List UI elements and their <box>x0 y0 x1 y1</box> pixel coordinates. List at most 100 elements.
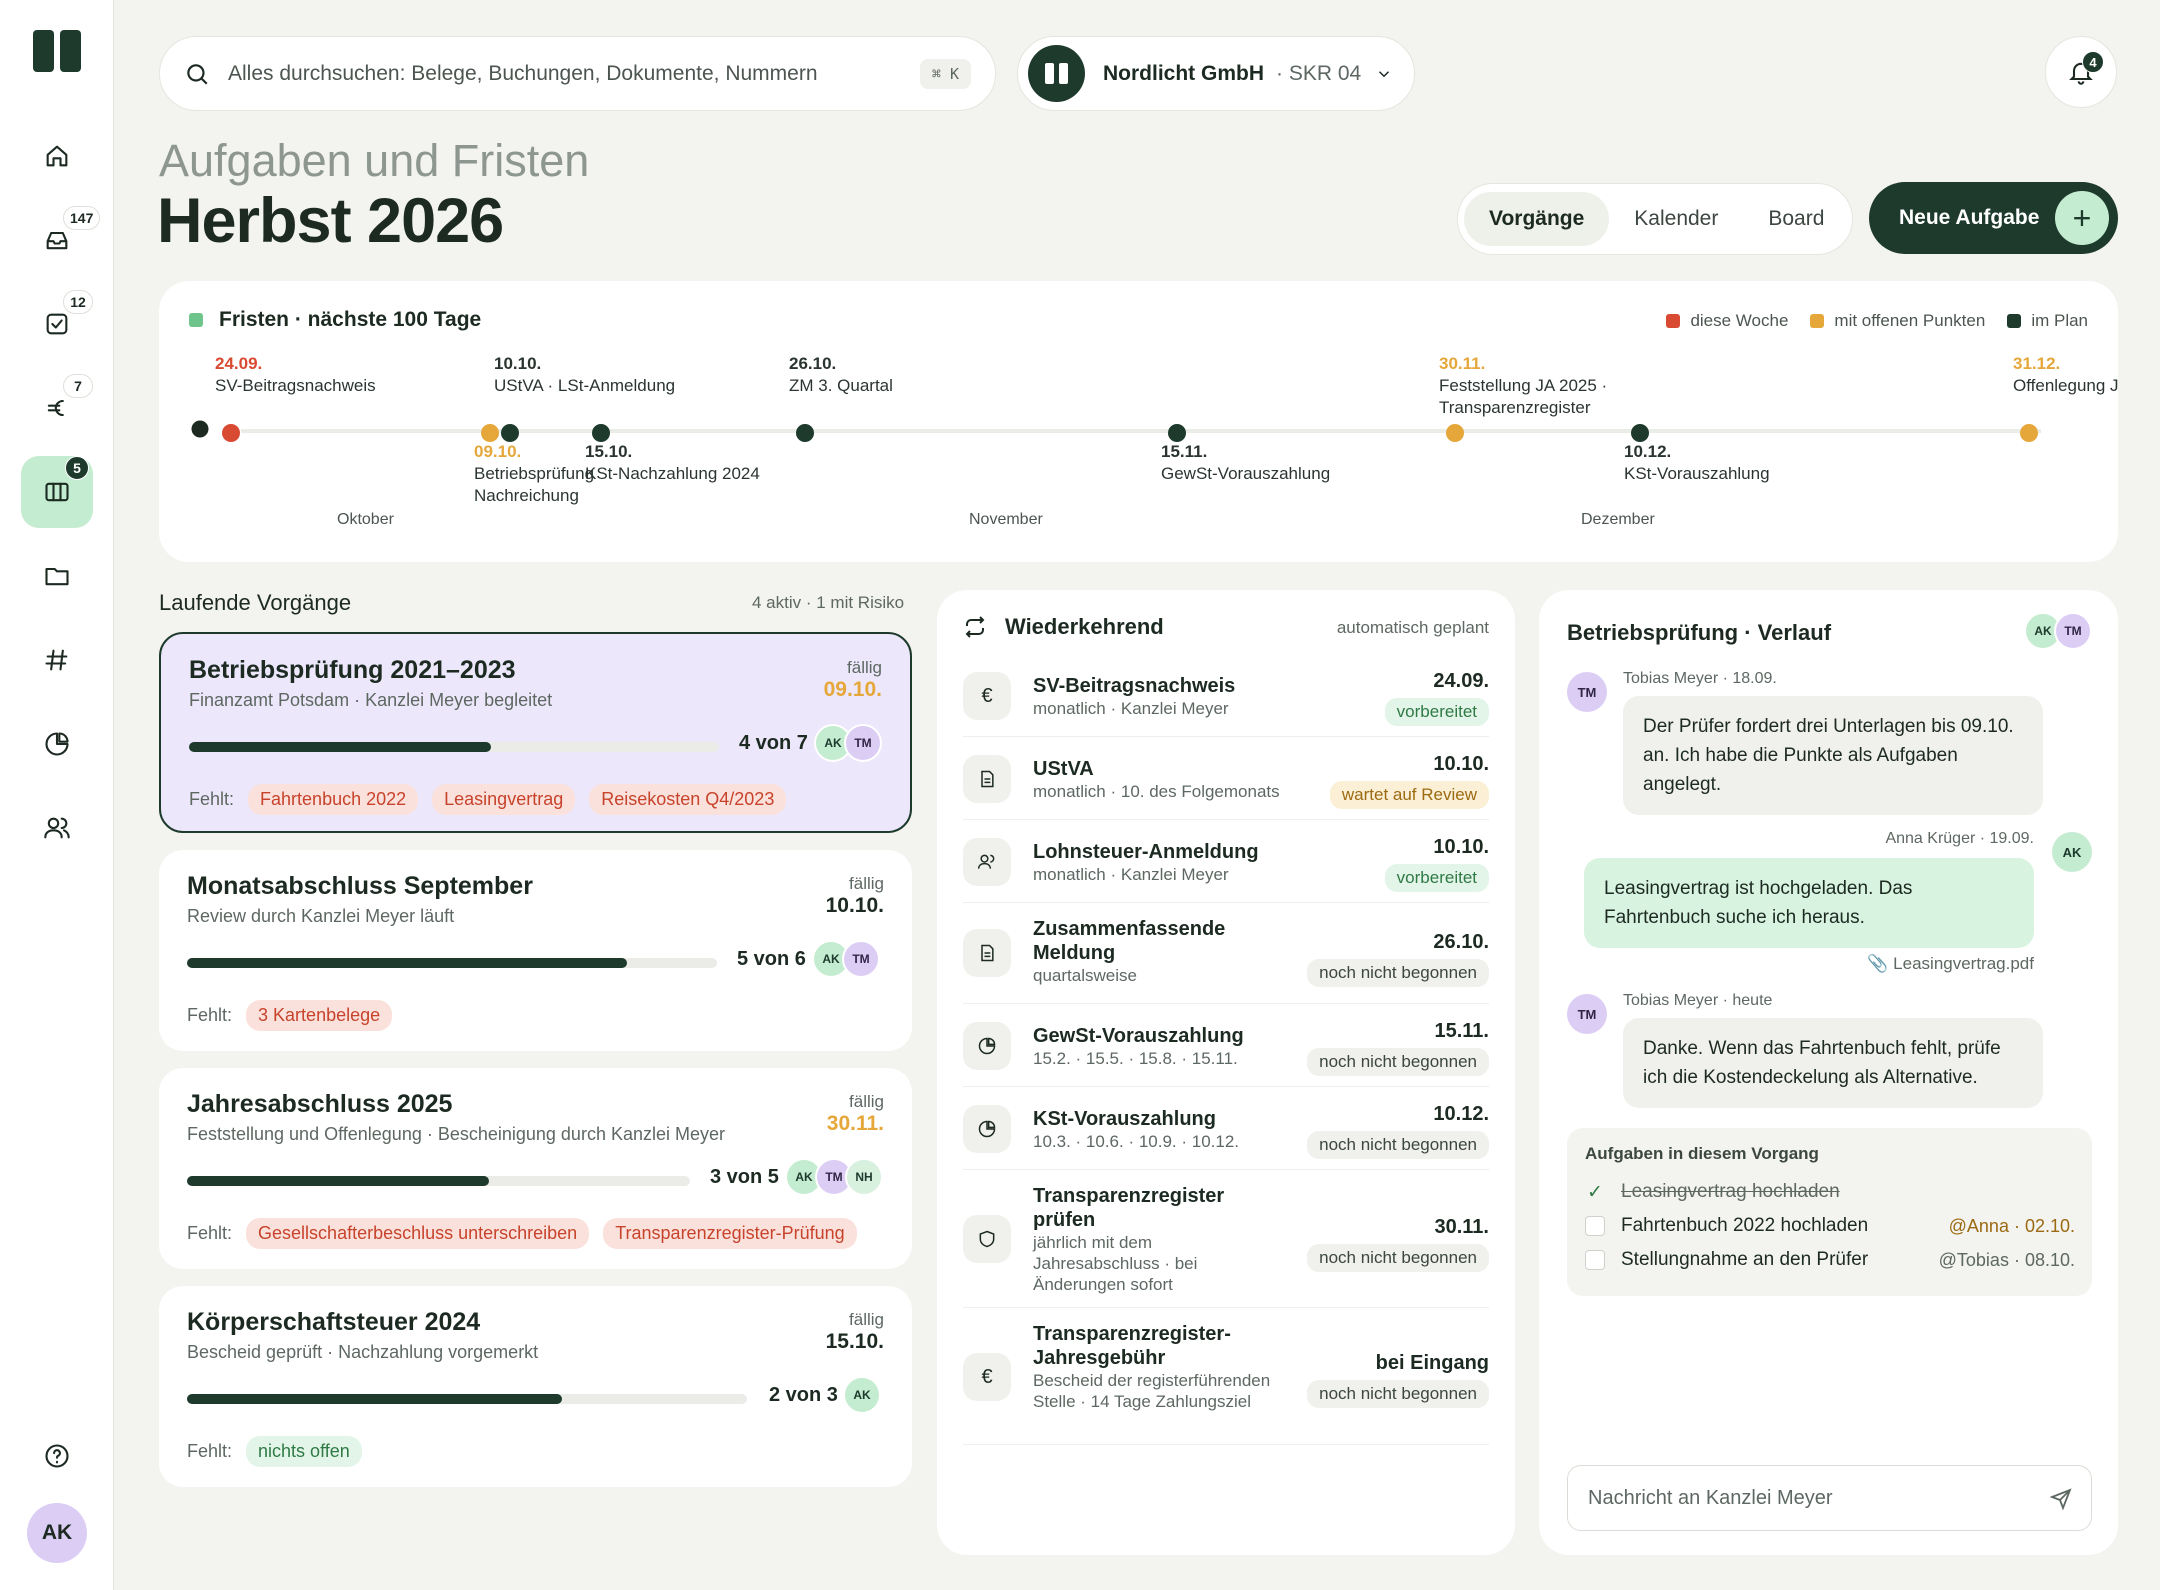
timeline-event-dot[interactable] <box>481 424 499 442</box>
timeline-event-dot[interactable] <box>2020 424 2038 442</box>
timeline-event-dot[interactable] <box>592 424 610 442</box>
message-placeholder: Nachricht an Kanzlei Meyer <box>1588 1486 1833 1509</box>
attachment-link[interactable]: 📎 Leasingvertrag.pdf <box>1867 954 2034 973</box>
event-name: KSt-Vorauszahlung <box>1624 464 1770 483</box>
timeline-event-dot[interactable] <box>1631 424 1649 442</box>
status-badge: wartet auf Review <box>1329 781 1489 809</box>
timeline-event-label[interactable]: 31.12. Offenlegung JA 2025 <box>2013 353 2118 397</box>
user-avatar[interactable]: AK <box>27 1503 87 1563</box>
home-nav-button[interactable] <box>21 120 93 192</box>
recurring-row[interactable]: € Transparenzregister-Jahresgebühr Besch… <box>963 1308 1489 1445</box>
recurring-subtitle: monatlich · Kanzlei Meyer <box>1033 699 1229 718</box>
timeline-event-dot[interactable] <box>796 424 814 442</box>
task-checkbox[interactable] <box>1585 1250 1605 1270</box>
recurring-row[interactable]: GewSt-Vorauszahlung 15.2. · 15.5. · 15.8… <box>963 1004 1489 1087</box>
search-bar[interactable]: Alles durchsuchen: Belege, Buchungen, Do… <box>159 36 996 111</box>
timeline-event-label[interactable]: 10.12. KSt-Vorauszahlung <box>1624 441 1770 485</box>
task-item[interactable]: Stellungnahme an den Prüfer @Tobias · 08… <box>1585 1246 2075 1274</box>
recurring-meta: automatisch geplant <box>1336 618 1489 637</box>
send-icon[interactable] <box>2049 1487 2073 1511</box>
missing-chip[interactable]: Gesellschafterbeschluss unterschreiben <box>246 1218 590 1249</box>
event-date: 10.12. <box>1624 442 1672 461</box>
avatar: NH <box>845 1158 883 1196</box>
status-badge: noch nicht begonnen <box>1307 1380 1489 1408</box>
search-input[interactable]: Alles durchsuchen: Belege, Buchungen, Do… <box>228 61 818 85</box>
task-checkbox[interactable] <box>1585 1216 1605 1236</box>
documents-nav-button[interactable] <box>21 540 93 612</box>
tasks-nav-button[interactable]: 12 <box>21 288 93 360</box>
event-name: KSt-Nachzahlung 2024 <box>585 464 760 483</box>
timeline-event-dot[interactable] <box>222 424 240 442</box>
pie-icon <box>963 1105 1011 1153</box>
process-title: Betriebsprüfung 2021–2023 <box>189 656 516 684</box>
view-tab-board[interactable]: Board <box>1768 207 1825 230</box>
missing-chip[interactable]: Leasingvertrag <box>432 784 576 815</box>
recurring-row[interactable]: Zusammenfassende Meldung quartalsweise 2… <box>963 903 1489 1004</box>
timeline-event-dot[interactable] <box>501 424 519 442</box>
timeline-event-label[interactable]: 24.09. SV-Beitragsnachweis <box>215 353 376 397</box>
notifications-button[interactable]: 4 <box>2045 36 2117 108</box>
finance-nav-button[interactable]: 7 <box>21 372 93 444</box>
recurring-row[interactable]: € SV-Beitragsnachweis monatlich · Kanzle… <box>963 654 1489 737</box>
help-nav-button[interactable] <box>21 1420 93 1492</box>
recurring-row[interactable]: KSt-Vorauszahlung 10.3. · 10.6. · 10.9. … <box>963 1087 1489 1170</box>
missing-chip[interactable]: 3 Kartenbelege <box>246 1000 393 1031</box>
process-card[interactable]: Jahresabschluss 2025 Feststellung und Of… <box>159 1068 912 1269</box>
board-nav-button[interactable]: 5 <box>21 456 93 528</box>
accounts-nav-button[interactable] <box>21 624 93 696</box>
missing-chip[interactable]: Reisekosten Q4/2023 <box>589 784 787 815</box>
attachment-name: Leasingvertrag.pdf <box>1893 954 2034 973</box>
event-name: GewSt-Vorauszahlung <box>1161 464 1331 483</box>
history-panel: Betriebsprüfung · Verlauf AK TM TM Tobias… <box>1539 590 2118 1555</box>
missing-chip[interactable]: Transparenzregister-Prüfung <box>603 1218 857 1249</box>
company-switcher[interactable]: Nordlicht GmbH · SKR 04 <box>1017 36 1415 111</box>
view-tab-processes[interactable]: Vorgänge <box>1464 192 1610 246</box>
recurring-row[interactable]: Transparenzregister prüfen jährlich mit … <box>963 1170 1489 1308</box>
sidebar: 147 12 7 5 AK <box>0 0 114 1590</box>
timeline-event-label[interactable]: 15.10. KSt-Nachzahlung 2024 <box>585 441 760 485</box>
timeline-event-dot[interactable] <box>1446 424 1464 442</box>
event-date: 09.10. <box>474 442 522 461</box>
process-card[interactable]: Körperschaftsteuer 2024 Bescheid geprüft… <box>159 1286 912 1487</box>
reports-nav-button[interactable] <box>21 708 93 780</box>
timeline-event-label[interactable]: 10.10. UStVA · LSt-Anmeldung <box>494 353 675 397</box>
due-label: fällig <box>849 1310 884 1329</box>
timeline-event-label[interactable]: 30.11. Feststellung JA 2025 · Transparenz… <box>1439 353 1639 419</box>
process-subtitle: Review durch Kanzlei Meyer läuft <box>187 906 455 926</box>
timeline-event-label[interactable]: 15.11. GewSt-Vorauszahlung <box>1161 441 1330 485</box>
inbox-nav-button[interactable]: 147 <box>21 204 101 276</box>
recurring-title: Wiederkehrend <box>963 614 1164 640</box>
contacts-nav-button[interactable] <box>21 792 93 864</box>
inbox-count-badge: 147 <box>63 206 101 230</box>
recurring-title: Transparenzregister-Jahresgebühr <box>1033 1323 1231 1369</box>
new-task-button[interactable]: Neue Aufgabe + <box>1869 182 2118 254</box>
missing-chip[interactable]: Fahrtenbuch 2022 <box>248 784 419 815</box>
home-icon <box>46 145 68 167</box>
view-tab-calendar[interactable]: Kalender <box>1634 207 1719 230</box>
recurring-row[interactable]: UStVA monatlich · 10. des Folgemonats 10… <box>963 737 1489 820</box>
recurring-row[interactable]: Lohnsteuer-Anmeldung monatlich · Kanzlei… <box>963 820 1489 903</box>
message-avatar: TM <box>1567 994 1607 1034</box>
recurring-date: 15.11. <box>1434 1020 1489 1042</box>
avatar: TM <box>844 724 882 762</box>
progress-bar <box>187 958 717 968</box>
recurring-title: Lohnsteuer-Anmeldung <box>1033 841 1259 863</box>
event-name: Feststellung JA 2025 · Transparenzregist… <box>1439 376 1608 417</box>
task-item[interactable]: Fahrtenbuch 2022 hochladen @Anna · 02.10… <box>1585 1212 2075 1240</box>
event-date: 15.10. <box>585 442 633 461</box>
progress-bar <box>187 1176 690 1186</box>
assignee-avatars: AK TM NH <box>785 1158 883 1196</box>
task-assignee: @Anna · 02.10. <box>1948 1215 2075 1236</box>
recurring-date: bei Eingang <box>1375 1352 1489 1374</box>
process-card[interactable]: Betriebsprüfung 2021–2023 Finanzamt Pots… <box>159 632 912 833</box>
process-card[interactable]: Monatsabschluss September Review durch K… <box>159 850 912 1051</box>
message-input[interactable]: Nachricht an Kanzlei Meyer <box>1567 1465 2092 1531</box>
progress-bar <box>187 1394 747 1404</box>
status-badge: noch nicht begonnen <box>1307 1244 1489 1272</box>
timeline-event-label[interactable]: 09.10. Betriebsprüfung Nachreichung <box>474 441 604 507</box>
app-logo[interactable] <box>33 30 81 72</box>
timeline-title: Fristen · nächste 100 Tage <box>189 308 481 332</box>
timeline-event-label[interactable]: 26.10. ZM 3. Quartal <box>789 353 893 397</box>
timeline-event-dot[interactable] <box>1168 424 1186 442</box>
task-item[interactable]: ✓ Leasingvertrag hochladen <box>1585 1178 2075 1206</box>
